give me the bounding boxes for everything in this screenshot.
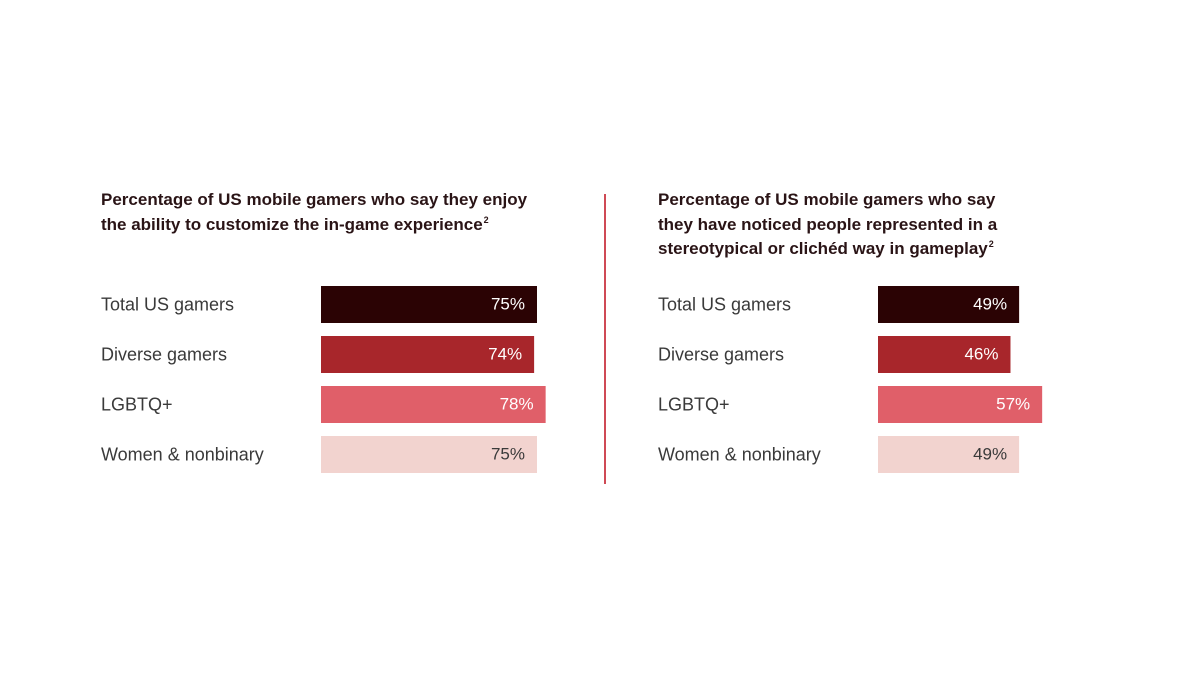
chart-title-line-text: the ability to customize the in-game exp… [101, 214, 483, 234]
bar-total-us-gamers [321, 286, 537, 323]
value-label-women-nonbinary: 49% [973, 445, 1007, 464]
category-label-diverse-gamers: Diverse gamers [101, 345, 227, 365]
chart-title-line: the ability to customize the in-game exp… [101, 213, 527, 238]
footnote-marker: 2 [483, 214, 489, 225]
value-label-diverse-gamers: 46% [964, 345, 998, 364]
bar-lgbtq [321, 386, 546, 423]
bar-diverse-gamers [878, 336, 1011, 373]
panel-divider [604, 194, 606, 484]
chart-title-line: stereotypical or clichéd way in gameplay… [658, 237, 997, 262]
chart-title-line: Percentage of US mobile gamers who say t… [101, 190, 528, 209]
value-label-lgbtq: 57% [996, 395, 1030, 414]
bar-women-nonbinary [321, 436, 537, 473]
bar-total-us-gamers [878, 286, 1020, 323]
chart-title: Percentage of US mobile gamers who say t… [658, 188, 997, 262]
category-label-total-us-gamers: Total US gamers [658, 295, 791, 315]
footnote-marker: 2 [988, 239, 994, 249]
bar-diverse-gamers [321, 336, 535, 373]
bar-chart-customize: Total US gamers 75% Diverse gamers 74% LGBTQ… [101, 286, 546, 473]
value-label-diverse-gamers: 74% [488, 345, 522, 364]
value-label-lgbtq: 78% [500, 395, 534, 414]
category-label-diverse-gamers: Diverse gamers [658, 345, 784, 365]
category-label-lgbtq: LGBTQ+ [101, 395, 173, 415]
category-label-total-us-gamers: Total US gamers [101, 295, 234, 315]
bar-chart-stereotypes: Total US gamers 49% Diverse gamers 46% LGBTQ… [658, 286, 1043, 473]
category-label-lgbtq: LGBTQ+ [658, 395, 730, 415]
bar-women-nonbinary [878, 436, 1020, 473]
category-label-women-nonbinary: Women & nonbinary [658, 445, 821, 465]
value-label-total-us-gamers: 49% [973, 295, 1007, 314]
chart-title: Percentage of US mobile gamers who say t… [101, 188, 527, 237]
chart-title-line: they have noticed people represented in … [658, 214, 998, 234]
value-label-women-nonbinary: 75% [491, 445, 525, 464]
chart-title-line-text: stereotypical or clichéd way in gameplay [658, 239, 988, 258]
category-label-women-nonbinary: Women & nonbinary [101, 445, 264, 465]
chart-title-line: Percentage of US mobile gamers who say [658, 190, 996, 209]
value-label-total-us-gamers: 75% [491, 295, 525, 314]
bar-lgbtq [878, 386, 1043, 423]
